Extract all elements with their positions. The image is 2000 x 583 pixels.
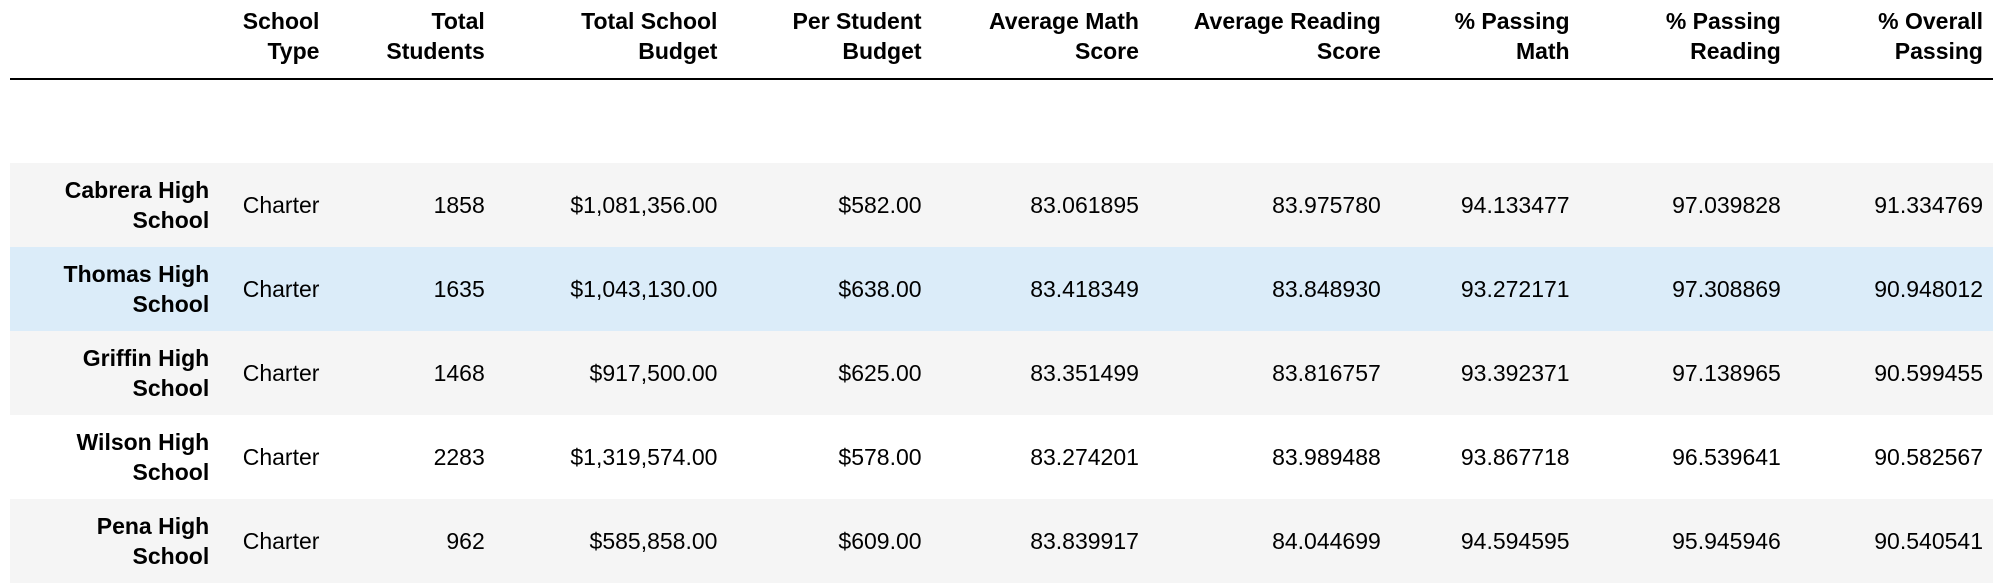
cell-pct-math: 93.392371 xyxy=(1460,360,1570,386)
cell-pct-reading: 97.308869 xyxy=(1672,276,1781,302)
column-header-total-school-budget: Total School Budget xyxy=(494,0,728,80)
cell-avg-reading: 84.044699 xyxy=(1272,528,1381,554)
column-header-per-student-budget: Per Student Budget xyxy=(727,0,932,80)
cell-school-type: Charter xyxy=(242,444,320,470)
table-row: Wilson High School Charter 2283 $1,319,5… xyxy=(10,415,1993,499)
cell-per-student-budget: $625.00 xyxy=(838,360,922,386)
table-body: Cabrera High School Charter 1858 $1,081,… xyxy=(10,79,1993,583)
cell-pct-overall: 90.599455 xyxy=(1874,360,1983,386)
dataframe-table: School Type Total Students Total School … xyxy=(10,0,1993,583)
cell-total-budget: $1,043,130.00 xyxy=(570,276,718,302)
table-row: Cabrera High School Charter 1858 $1,081,… xyxy=(10,163,1993,247)
cell-avg-reading: 83.816757 xyxy=(1272,360,1381,386)
cell-avg-math: 83.351499 xyxy=(1030,360,1139,386)
row-index-label: Pena High School xyxy=(96,513,210,569)
cell-avg-reading: 83.848930 xyxy=(1272,276,1381,302)
cell-school-type: Charter xyxy=(242,360,320,386)
cell-per-student-budget: $578.00 xyxy=(838,444,922,470)
cell-total-students: 1858 xyxy=(433,192,485,218)
cell-pct-reading: 95.945946 xyxy=(1672,528,1781,554)
cell-total-budget: $917,500.00 xyxy=(589,360,718,386)
row-index-label: Thomas High School xyxy=(63,261,210,317)
cell-pct-overall: 90.582567 xyxy=(1874,444,1983,470)
table-row-highlighted: Thomas High School Charter 1635 $1,043,1… xyxy=(10,247,1993,331)
column-header-average-math-score: Average Math Score xyxy=(931,0,1149,80)
column-header-passing-math: % Passing Math xyxy=(1390,0,1580,80)
cell-total-students: 1635 xyxy=(433,276,485,302)
cell-pct-overall: 90.948012 xyxy=(1874,276,1983,302)
notebook-output: School Type Total Students Total School … xyxy=(10,0,1993,569)
cell-total-students: 962 xyxy=(446,528,485,554)
cell-per-student-budget: $582.00 xyxy=(838,192,922,218)
cell-pct-math: 94.133477 xyxy=(1460,192,1570,218)
table-row: Griffin High School Charter 1468 $917,50… xyxy=(10,331,1993,415)
cell-per-student-budget: $609.00 xyxy=(838,528,922,554)
index-header xyxy=(10,0,220,80)
cell-avg-reading: 83.975780 xyxy=(1272,192,1381,218)
cell-school-type: Charter xyxy=(242,276,320,302)
cell-total-students: 1468 xyxy=(433,360,485,386)
cell-per-student-budget: $638.00 xyxy=(838,276,922,302)
column-header-overall-passing: % Overall Passing xyxy=(1790,0,1993,80)
row-index-label: Wilson High School xyxy=(76,429,210,485)
cell-pct-math: 93.867718 xyxy=(1460,444,1570,470)
cell-avg-math: 83.839917 xyxy=(1030,528,1139,554)
cell-pct-math: 94.594595 xyxy=(1460,528,1570,554)
cell-avg-reading: 83.989488 xyxy=(1272,444,1381,470)
cell-total-budget: $1,081,356.00 xyxy=(570,192,718,218)
cell-school-type: Charter xyxy=(242,192,320,218)
column-header-total-students: Total Students xyxy=(329,0,495,80)
cell-total-budget: $1,319,574.00 xyxy=(570,444,718,470)
cell-total-students: 2283 xyxy=(433,444,485,470)
cell-pct-math: 93.272171 xyxy=(1460,276,1570,302)
row-index-label: Griffin High School xyxy=(82,345,210,401)
cell-pct-overall: 90.540541 xyxy=(1874,528,1983,554)
cell-pct-reading: 97.039828 xyxy=(1672,192,1781,218)
column-header-school-type: School Type xyxy=(219,0,330,80)
table-header: School Type Total Students Total School … xyxy=(10,0,1993,80)
cell-school-type: Charter xyxy=(242,528,320,554)
table-row: Pena High School Charter 962 $585,858.00… xyxy=(10,499,1993,583)
cell-avg-math: 83.418349 xyxy=(1030,276,1139,302)
column-header-average-reading-score: Average Reading Score xyxy=(1148,0,1391,80)
header-spacer xyxy=(10,79,1993,163)
cell-pct-reading: 97.138965 xyxy=(1672,360,1781,386)
cell-total-budget: $585,858.00 xyxy=(589,528,718,554)
cell-pct-reading: 96.539641 xyxy=(1672,444,1781,470)
spacer-cell xyxy=(10,79,1993,163)
header-row: School Type Total Students Total School … xyxy=(10,0,1993,80)
row-index-label: Cabrera High School xyxy=(64,177,210,233)
cell-pct-overall: 91.334769 xyxy=(1874,192,1983,218)
cell-avg-math: 83.274201 xyxy=(1030,444,1139,470)
cell-avg-math: 83.061895 xyxy=(1030,192,1139,218)
column-header-passing-reading: % Passing Reading xyxy=(1579,0,1791,80)
